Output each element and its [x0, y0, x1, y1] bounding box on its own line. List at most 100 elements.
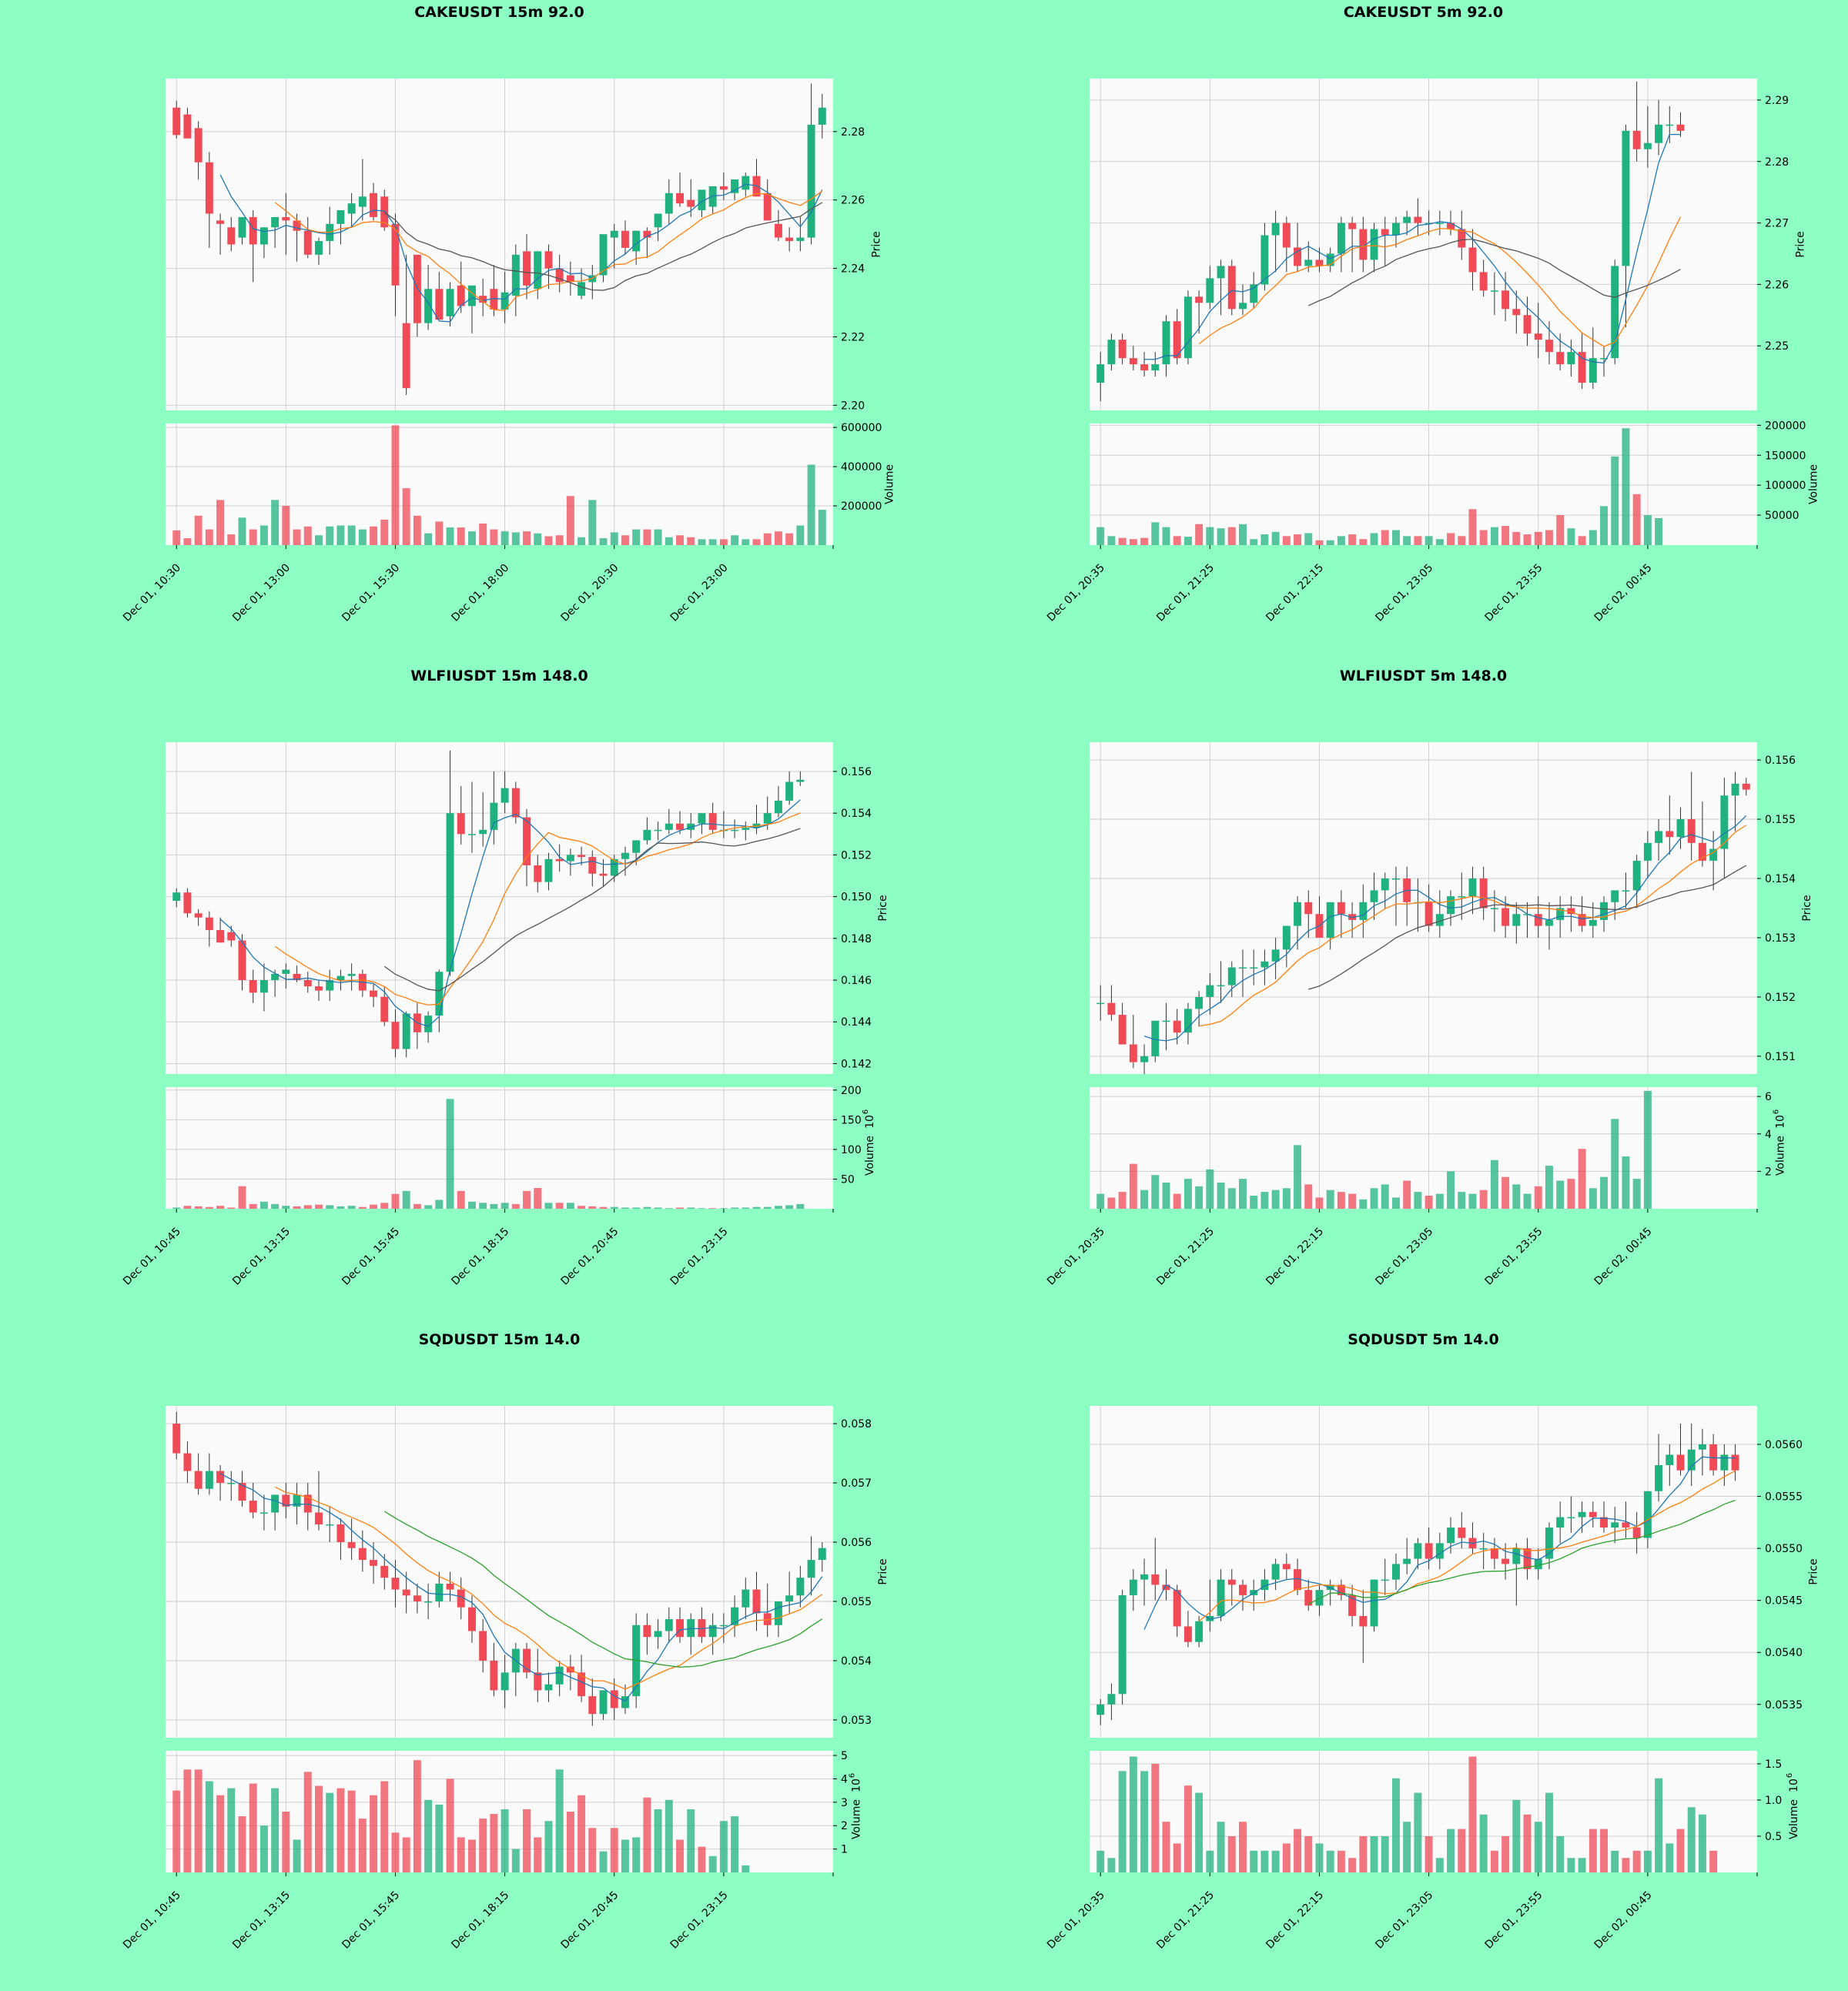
- x-tick-label: Dec 01, 23:05: [1373, 562, 1435, 624]
- candle-body: [172, 1424, 181, 1454]
- volume-bar: [1578, 1149, 1586, 1209]
- candle-body: [1676, 1454, 1685, 1471]
- candle-body: [511, 254, 520, 296]
- x-tick-label: Dec 01, 21:25: [1154, 562, 1217, 624]
- volume-bar: [1359, 1199, 1368, 1209]
- x-tick-label: Dec 01, 20:45: [559, 1226, 621, 1288]
- candle-body: [1479, 878, 1488, 908]
- candle-body: [1611, 1522, 1619, 1528]
- candle-body: [1195, 1621, 1204, 1642]
- candle-body: [555, 1666, 564, 1685]
- candle-body: [238, 1483, 246, 1501]
- candle-body: [1227, 1579, 1236, 1585]
- volume-bar: [1304, 533, 1313, 545]
- candle-body: [610, 230, 618, 238]
- candle-body: [1468, 878, 1477, 897]
- candle-body: [763, 1613, 772, 1625]
- volume-bar: [183, 1769, 192, 1872]
- volume-bar: [599, 538, 608, 545]
- volume-bar: [1282, 1188, 1291, 1209]
- volume-bar: [380, 1781, 389, 1872]
- candle-body: [500, 292, 509, 310]
- price-tick-label: 0.156: [1765, 755, 1796, 767]
- candle-body: [1260, 235, 1269, 285]
- volume-bar: [731, 535, 739, 545]
- chart-title: SQDUSDT 5m 14.0: [1348, 1331, 1499, 1348]
- volume-bar: [1534, 1822, 1542, 1872]
- volume-bar: [719, 1208, 728, 1209]
- volume-bar: [523, 1809, 531, 1872]
- volume-bar: [1523, 1193, 1532, 1209]
- volume-bar: [1479, 1190, 1488, 1209]
- volume-bar: [719, 1821, 728, 1872]
- volume-axis-exponent-base: 10: [1775, 1115, 1787, 1129]
- candles: [1096, 1423, 1739, 1725]
- candle-body: [1250, 284, 1258, 303]
- candle-body: [227, 227, 236, 245]
- volume-bar: [654, 1207, 662, 1209]
- ma-line-20: [1307, 239, 1681, 306]
- candle-body: [566, 1666, 574, 1673]
- candle-body: [1556, 352, 1565, 365]
- volume-bar: [1643, 1850, 1652, 1872]
- price-plot-area: [166, 1406, 833, 1738]
- volume-bar: [610, 1828, 618, 1872]
- price-tick-label: 2.25: [1765, 340, 1789, 353]
- volume-bar: [1490, 1850, 1498, 1872]
- volume-bar: [785, 533, 794, 545]
- candle-body: [599, 1690, 608, 1715]
- volume-bar: [479, 1203, 487, 1209]
- volume-bar: [1545, 1166, 1553, 1209]
- candle-body: [1611, 890, 1619, 902]
- x-tick-label: Dec 01, 20:35: [1045, 1889, 1107, 1952]
- ma-line-5: [219, 174, 823, 323]
- candle-body: [1118, 340, 1127, 359]
- candle-body: [1622, 890, 1630, 892]
- candle-body: [500, 1672, 509, 1691]
- price-tick-label: 0.156: [841, 766, 872, 778]
- candle-body: [555, 268, 564, 283]
- volume-bar: [698, 1208, 706, 1209]
- candle-body: [1589, 358, 1597, 383]
- volume-bar: [500, 1809, 509, 1872]
- candle-body: [566, 855, 574, 862]
- candle-body: [227, 932, 236, 941]
- volume-bar: [413, 515, 421, 545]
- volume-bar: [1643, 1090, 1652, 1209]
- x-tick-label: Dec 01, 15:45: [340, 1226, 402, 1288]
- candlestick-chart: CAKEUSDT 15m 92.0 2.20 2.22 2.24 2.26 2.28 200…: [121, 4, 896, 624]
- volume-bar: [238, 517, 246, 545]
- volume-bar: [1458, 1192, 1466, 1209]
- volume-tick-label: 4: [841, 1773, 848, 1785]
- candle-body: [534, 251, 542, 289]
- price-tick-label: 0.056: [841, 1537, 872, 1549]
- volume-bar: [1096, 527, 1105, 545]
- candle-body: [588, 1696, 597, 1715]
- price-tick-label: 0.0555: [1765, 1491, 1803, 1504]
- volume-bar: [1294, 534, 1302, 545]
- volume-bar: [1655, 1778, 1663, 1872]
- candle-body: [326, 1524, 334, 1526]
- candle-body: [1162, 321, 1170, 365]
- volume-bar: [205, 1781, 213, 1872]
- volume-bar: [1567, 1179, 1575, 1209]
- volume-bar: [511, 1849, 520, 1872]
- volume-bar: [1666, 1843, 1674, 1872]
- candle-body: [1271, 1564, 1280, 1580]
- candle-body: [1698, 1444, 1706, 1450]
- candle-body: [1227, 266, 1236, 310]
- volume-bar: [435, 1804, 444, 1872]
- candle-body: [1173, 321, 1181, 359]
- volume-tick-label: 150000: [1765, 450, 1806, 462]
- x-tick-label: Dec 01, 23:55: [1483, 1226, 1545, 1288]
- candle-body: [1337, 223, 1345, 254]
- volume-bar: [172, 1790, 181, 1872]
- volume-bar: [578, 1795, 586, 1872]
- ma-line-10: [1199, 825, 1747, 1027]
- x-tick-label: Dec 01, 20:30: [559, 562, 621, 624]
- candle-body: [1206, 985, 1214, 997]
- candle-body: [1611, 266, 1619, 359]
- volume-bar: [238, 1186, 246, 1209]
- volume-axis-label: Volume: [851, 1799, 863, 1839]
- candle-body: [544, 251, 553, 269]
